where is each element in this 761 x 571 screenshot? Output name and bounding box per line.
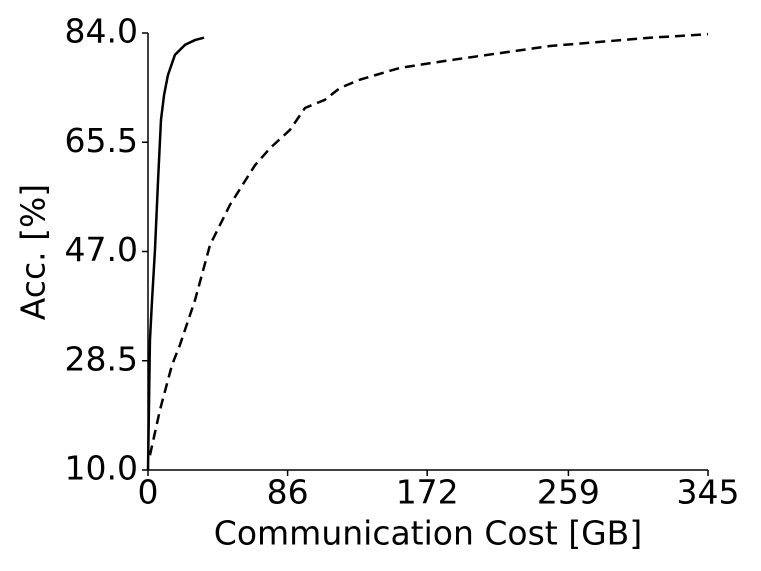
series-line (146, 36, 205, 471)
y-tick-label: 10.0 (65, 449, 138, 488)
y-axis-label: Acc. [%] (14, 184, 53, 320)
x-tick-label: 259 (537, 473, 600, 512)
x-tick-label: 0 (138, 473, 159, 512)
y-tick-label: 65.5 (65, 121, 138, 160)
y-tick-label: 84.0 (65, 12, 138, 51)
x-axis-label: Communication Cost [GB] (214, 514, 642, 553)
y-tick-label: 28.5 (65, 339, 138, 378)
x-tick-label: 172 (396, 473, 459, 512)
y-tick-label: 47.0 (65, 230, 138, 269)
series-line (148, 32, 709, 456)
x-tick-label: 345 (677, 473, 740, 512)
x-tick-label: 86 (267, 473, 309, 512)
